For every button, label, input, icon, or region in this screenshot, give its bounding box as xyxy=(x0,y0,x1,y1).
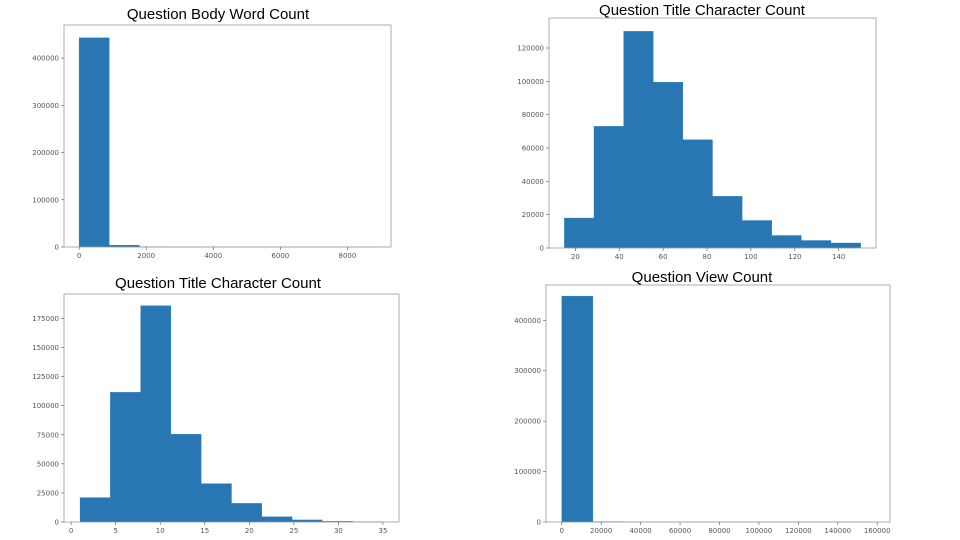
x-tick-label: 0 xyxy=(69,527,73,535)
x-tick-label: 0 xyxy=(560,527,564,535)
histogram-view-count: 0 20000 40000 60000 80000 100000 120000 140000 1… xyxy=(514,284,891,535)
histogram-title-char-count-bottom: 0 5 10 15 20 25 30 35 0 25000 50000 75000 100000 1250… xyxy=(32,293,400,535)
y-tick-label: 400000 xyxy=(514,317,541,325)
x-tick-label: 20 xyxy=(571,253,580,261)
x-tick-label: 100 xyxy=(744,253,757,261)
y-tick-label: 200000 xyxy=(32,149,59,157)
x-tick-label: 140 xyxy=(832,253,845,261)
y-tick-label: 0 xyxy=(540,245,544,253)
y-tick-label: 40000 xyxy=(522,178,544,186)
x-tick-label: 40 xyxy=(615,253,624,261)
x-tick-label: 0 xyxy=(77,252,81,260)
y-tick-label: 60000 xyxy=(522,145,544,153)
x-tick-label: 5 xyxy=(113,527,117,535)
histogram-bar xyxy=(564,217,595,249)
x-tick-label: 35 xyxy=(379,527,388,535)
y-tick-label: 300000 xyxy=(514,367,541,375)
x-tick-label: 140000 xyxy=(824,527,851,535)
histogram-bar xyxy=(771,235,802,249)
y-tick-label: 100000 xyxy=(32,402,59,410)
histogram-bar xyxy=(712,196,743,249)
histogram-bar xyxy=(830,242,861,249)
y-tick-label: 400000 xyxy=(32,55,59,63)
x-tick-label: 120 xyxy=(788,253,801,261)
x-tick-label: 20 xyxy=(245,527,254,535)
x-tick-label: 30 xyxy=(334,527,343,535)
histogram-bar xyxy=(653,82,684,249)
y-tick-label: 100000 xyxy=(514,468,541,476)
x-tick-label: 6000 xyxy=(271,252,289,260)
y-tick-label: 175000 xyxy=(32,315,59,323)
x-tick-label: 10 xyxy=(156,527,165,535)
x-tick-label: 4000 xyxy=(204,252,222,260)
x-tick-label: 40000 xyxy=(629,527,651,535)
histogram-bar xyxy=(79,497,111,523)
histogram-bar xyxy=(140,305,172,523)
x-tick-label: 20000 xyxy=(590,527,612,535)
histogram-bar xyxy=(801,240,832,249)
y-tick-label: 120000 xyxy=(517,45,544,53)
x-tick-label: 100000 xyxy=(746,527,773,535)
x-tick-label: 8000 xyxy=(338,252,356,260)
y-tick-label: 300000 xyxy=(32,102,59,110)
y-tick-label: 50000 xyxy=(37,460,59,468)
plot-frame xyxy=(63,24,392,248)
y-tick-label: 100000 xyxy=(517,78,544,86)
y-tick-label: 100000 xyxy=(32,196,59,204)
histogram-body-word-count: 0 2000 4000 6000 8000 0 100000 200000 300000 4000… xyxy=(32,24,392,260)
y-tick-label: 0 xyxy=(55,519,59,527)
y-tick-label: 75000 xyxy=(37,431,59,439)
chart-2-title: Question Title Character Count xyxy=(599,2,805,19)
x-tick-label: 120000 xyxy=(785,527,812,535)
chart-4-title: Question View Count xyxy=(631,269,773,286)
y-tick-label: 0 xyxy=(55,244,59,252)
histogram-bar xyxy=(170,434,202,523)
plot-frame xyxy=(548,17,877,249)
chart-3-title: Question Title Character Count xyxy=(115,275,321,292)
chart-1-title: Question Body Word Count xyxy=(126,6,310,23)
histogram-bar xyxy=(201,483,232,523)
histogram-bar xyxy=(261,516,293,523)
x-tick-label: 60 xyxy=(659,253,668,261)
histogram-bar xyxy=(741,220,772,249)
y-tick-label: 125000 xyxy=(32,373,59,381)
histogram-bar xyxy=(231,503,262,523)
histogram-bar xyxy=(110,392,141,523)
y-tick-label: 80000 xyxy=(522,111,544,119)
x-tick-label: 25 xyxy=(289,527,298,535)
histogram-bar xyxy=(561,295,594,523)
x-tick-label: 80000 xyxy=(708,527,730,535)
plot-frame xyxy=(545,284,891,523)
histogram-title-char-count-top: 20 40 60 80 100 120 140 0 20000 40000 60000 80000 10… xyxy=(517,17,877,261)
plot-frame xyxy=(63,293,400,523)
y-tick-label: 200000 xyxy=(514,418,541,426)
histogram-bar xyxy=(593,126,624,249)
histogram-bar xyxy=(78,37,110,248)
y-tick-label: 0 xyxy=(537,519,541,527)
x-tick-label: 2000 xyxy=(137,252,155,260)
y-tick-label: 20000 xyxy=(522,211,544,219)
x-tick-label: 160000 xyxy=(864,527,891,535)
y-tick-label: 150000 xyxy=(32,344,59,352)
x-tick-label: 60000 xyxy=(669,527,691,535)
y-tick-label: 25000 xyxy=(37,489,59,497)
histogram-bar xyxy=(682,139,713,249)
x-tick-label: 80 xyxy=(703,253,712,261)
x-tick-label: 15 xyxy=(200,527,209,535)
histogram-bar xyxy=(623,31,654,249)
